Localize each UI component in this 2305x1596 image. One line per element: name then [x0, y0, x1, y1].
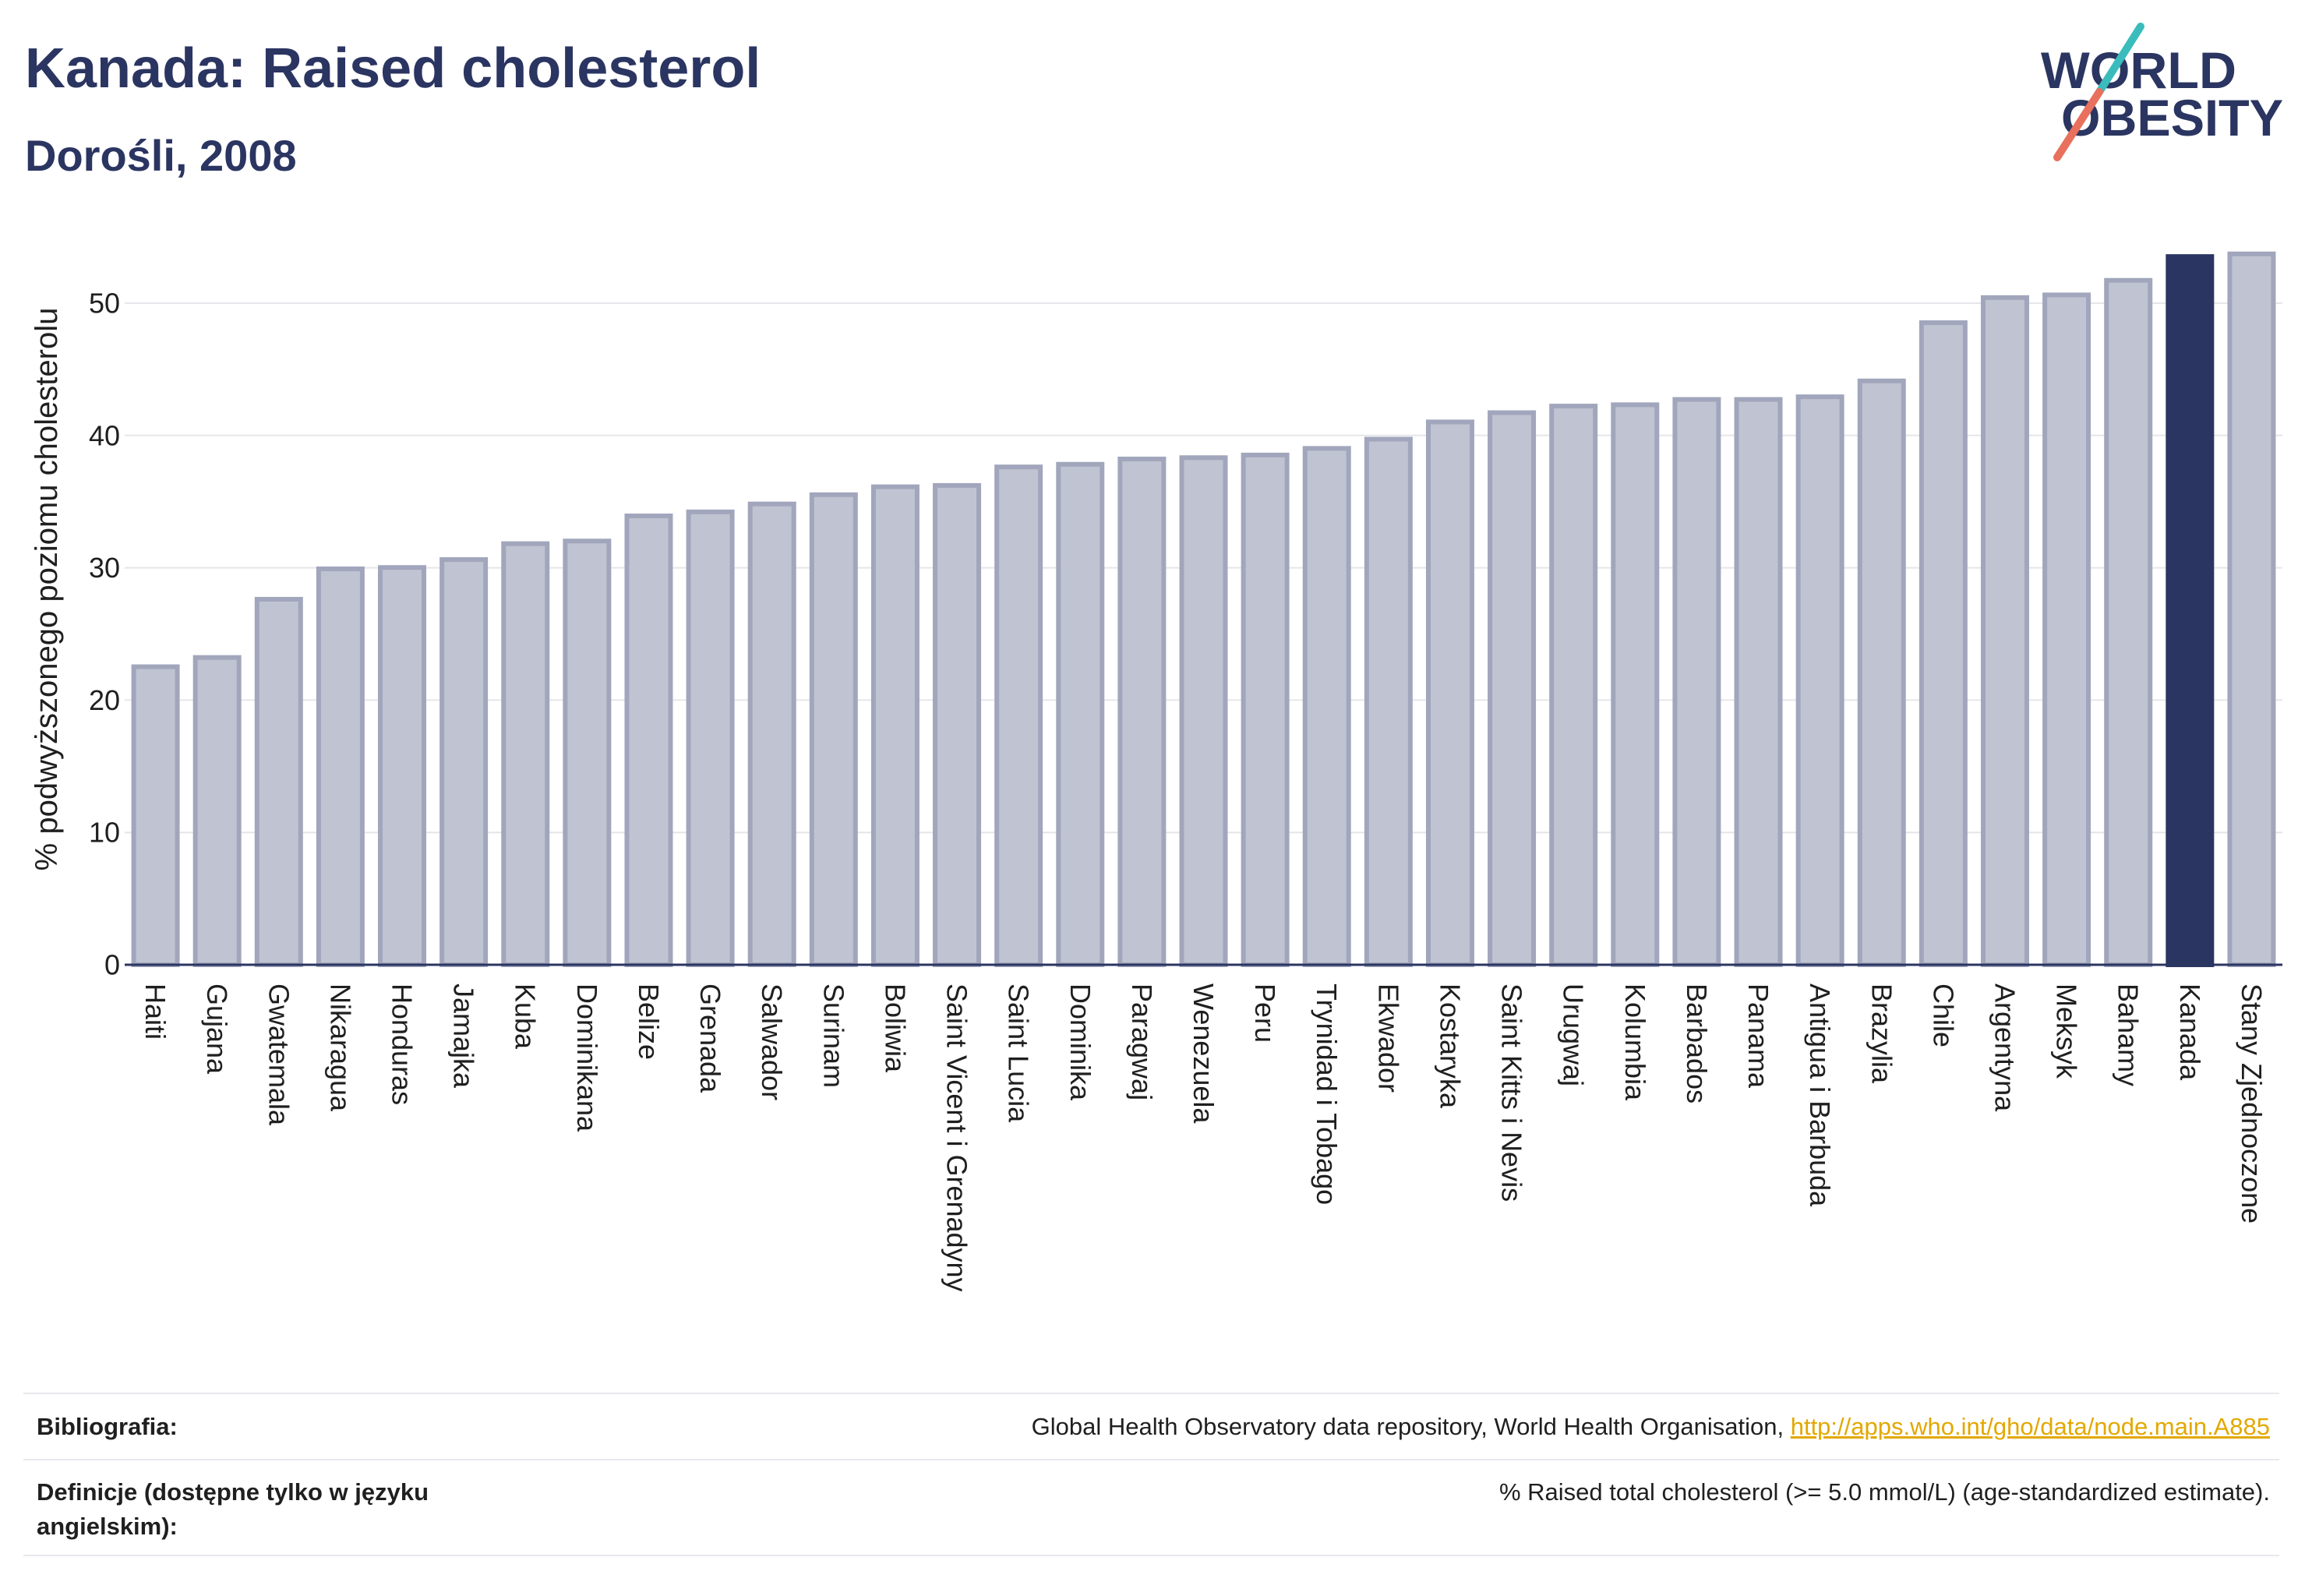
bar-belize: [624, 513, 673, 967]
bar-chile: [1918, 320, 1968, 968]
x-tick-label: Boliwia: [879, 983, 911, 1073]
x-tick-label: Paragwaj: [1126, 983, 1158, 1100]
y-tick-label: 50: [89, 288, 120, 320]
bar-gujana: [192, 655, 242, 968]
bar-surinam: [809, 492, 858, 967]
x-tick-label: Saint Vicent i Grenadyny: [941, 983, 973, 1292]
bar-gwatemala: [254, 596, 303, 967]
bibliography-value: Global Health Observatory data repositor…: [522, 1410, 2279, 1444]
x-tick-label: Ekwador: [1372, 983, 1404, 1093]
bar-paragwaj: [1117, 456, 1167, 967]
bar-saint-vicent-i-grenadyny: [933, 482, 982, 967]
logo-line-1: WORLD: [2041, 41, 2236, 99]
definitions-value: % Raised total cholesterol (>= 5.0 mmol/…: [1498, 1478, 2270, 1506]
x-tick-label: Salwador: [756, 983, 788, 1100]
y-axis-ticks: 0 10 20 30 40 50: [89, 288, 120, 981]
bar-meksyk: [2042, 292, 2091, 967]
x-tick-label: Honduras: [387, 983, 418, 1105]
x-tick-label: Chile: [1927, 983, 1959, 1047]
y-tick-label: 20: [89, 684, 120, 716]
x-tick-label: Gujana: [201, 983, 233, 1075]
bar-argentyna: [1980, 295, 2029, 967]
bar-haiti: [131, 664, 180, 968]
bar-nikaragua: [316, 566, 365, 967]
x-tick-label: Nikaragua: [324, 983, 356, 1112]
x-tick-label: Kostaryka: [1434, 983, 1466, 1109]
y-tick-label: 10: [89, 817, 120, 849]
logo-slash-teal: [2095, 23, 2144, 96]
y-tick-label: 0: [104, 949, 120, 981]
x-tick-label: Antigua i Barbuda: [1804, 983, 1836, 1207]
x-tick-label: Argentyna: [1989, 983, 2021, 1112]
bar-honduras: [378, 565, 427, 967]
x-tick-label: Trynidad i Tobago: [1311, 983, 1343, 1205]
bar-saint-kitts-i-nevis: [1488, 410, 1537, 967]
bar-stany-zjednoczone: [2227, 251, 2276, 967]
footer-table: Bibliografia: Global Health Observatory …: [23, 1393, 2279, 1556]
x-tick-label: Jamajka: [448, 983, 480, 1089]
page-subtitle: Dorośli, 2008: [25, 131, 297, 180]
x-tick-label: Panama: [1742, 983, 1774, 1089]
bars: [131, 251, 2276, 968]
y-axis-title: % podwyższonego poziomu cholesterolu: [30, 308, 64, 871]
y-tick-label: 40: [89, 419, 120, 451]
logo-slash-coral: [2053, 88, 2103, 161]
x-tick-label: Saint Lucia: [1003, 983, 1035, 1123]
x-tick-label: Haiti: [139, 983, 171, 1040]
bar-chart: 0 10 20 30 40 50 Haiti Gujana Gwatemala Nikaragu…: [30, 251, 2282, 1292]
bar-trynidad-i-tobago: [1302, 446, 1351, 967]
bar-saint-lucia: [994, 464, 1043, 967]
x-tick-label: Grenada: [694, 983, 726, 1093]
bar-kolumbia: [1611, 402, 1660, 967]
bar-wenezuela: [1179, 455, 1228, 967]
bibliography-link[interactable]: http://apps.who.int/gho/data/node.main.A…: [1790, 1412, 2270, 1440]
x-tick-label: Kuba: [510, 983, 542, 1050]
x-tick-label: Dominikana: [571, 983, 603, 1132]
world-obesity-logo: WORLD OBESITY: [2041, 23, 2283, 161]
x-axis-ticks: Haiti Gujana Gwatemala Nikaragua Honduras Jam…: [139, 983, 2268, 1292]
bar-urugwaj: [1549, 404, 1598, 967]
bibliography-label: Bibliografia:: [37, 1412, 178, 1440]
bar-jamajka: [439, 557, 489, 967]
y-tick-label: 30: [89, 552, 120, 584]
bar-grenada: [686, 509, 735, 967]
x-tick-label: Saint Kitts i Nevis: [1496, 983, 1528, 1202]
bar-brazylia: [1857, 378, 1906, 967]
x-tick-label: Peru: [1249, 983, 1281, 1043]
x-tick-label: Dominika: [1064, 983, 1096, 1101]
bar-panama: [1734, 397, 1783, 967]
x-tick-label: Bahamy: [2113, 983, 2144, 1086]
bar-peru: [1241, 452, 1290, 967]
bar-dominikana: [563, 538, 612, 967]
bar-ekwador: [1364, 436, 1413, 967]
x-tick-label: Belize: [633, 983, 665, 1060]
x-tick-label: Meksyk: [2051, 983, 2083, 1079]
x-tick-label: Surinam: [817, 983, 849, 1088]
bar-dominika: [1056, 461, 1105, 967]
x-tick-label: Kanada: [2174, 983, 2206, 1081]
bar-kostaryka: [1425, 419, 1474, 967]
bar-barbados: [1672, 397, 1721, 967]
x-tick-label: Barbados: [1681, 983, 1713, 1103]
bar-boliwia: [870, 484, 920, 967]
x-tick-label: Brazylia: [1866, 983, 1897, 1084]
x-tick-label: Urugwaj: [1558, 983, 1590, 1086]
bar-bahamy: [2104, 277, 2153, 968]
bibliography-text: Global Health Observatory data repositor…: [1031, 1412, 1784, 1440]
x-tick-label: Gwatemala: [263, 983, 295, 1126]
x-tick-label: Stany Zjednoczone: [2236, 983, 2268, 1223]
bibliography-row: Bibliografia: Global Health Observatory …: [23, 1393, 2279, 1459]
bar-salwador: [747, 501, 796, 967]
x-tick-label: Wenezuela: [1188, 983, 1220, 1124]
definitions-row: Definicje (dostępne tylko w języku angie…: [23, 1459, 2279, 1556]
page-title: Kanada: Raised cholesterol: [25, 37, 761, 100]
bar-antigua-i-barbuda: [1795, 394, 1844, 967]
x-tick-label: Kolumbia: [1619, 983, 1651, 1101]
bar-kuba: [501, 541, 550, 967]
bar-kanada: [2166, 254, 2215, 967]
definitions-label: Definicje (dostępne tylko w języku angie…: [37, 1478, 429, 1540]
